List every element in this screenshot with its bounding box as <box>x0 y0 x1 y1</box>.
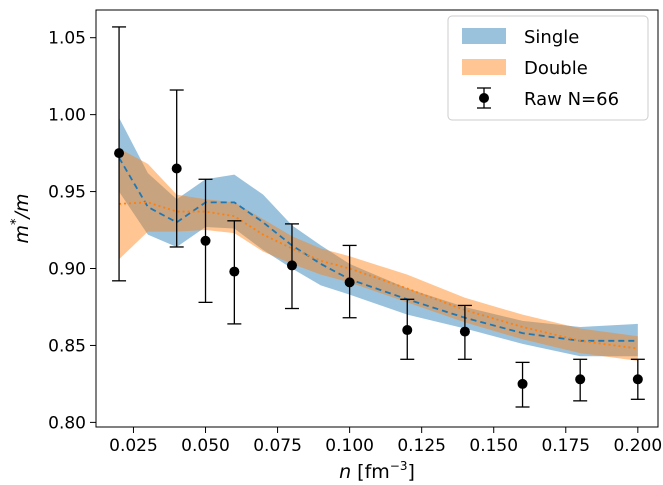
legend-label-0: Single <box>524 27 579 48</box>
data-point-5 <box>344 277 355 288</box>
y-tick-label-4: 1.00 <box>48 106 86 126</box>
data-point-1 <box>171 163 182 174</box>
band-1 <box>119 148 638 361</box>
legend-marker-2 <box>479 93 489 103</box>
band-0 <box>119 117 638 357</box>
x-tick-label-0: 0.025 <box>109 436 158 456</box>
legend-box <box>447 15 649 121</box>
y-tick-label-3: 0.95 <box>48 183 86 203</box>
x-tick-label-4: 0.125 <box>397 436 446 456</box>
x-axis-label: n [fm−3] <box>339 459 415 483</box>
series-line-0 <box>118 157 638 342</box>
x-tick-label-5: 0.150 <box>469 436 518 456</box>
y-axis-ticks: 0.80 0.85 0.90 0.95 1.00 1.05 <box>48 29 96 433</box>
plot-frame <box>95 9 659 428</box>
legend: Single Double Raw N=66 <box>447 15 649 121</box>
x-tick-label-3: 0.100 <box>325 436 374 456</box>
data-point-0 <box>114 148 125 159</box>
y-tick-label-2: 0.90 <box>48 260 86 280</box>
y-tick-label-1: 0.85 <box>48 336 86 356</box>
x-axis-ticks: 0.025 0.050 0.075 0.100 0.125 0.150 0.175 0.200 <box>109 427 662 456</box>
data-point-4 <box>286 260 297 271</box>
data-point-7 <box>459 326 470 337</box>
data-point-8 <box>517 378 528 389</box>
legend-swatch-1 <box>462 59 506 75</box>
data-point-3 <box>229 266 240 277</box>
data-point-10 <box>632 374 643 385</box>
x-tick-label-6: 0.175 <box>541 436 590 456</box>
y-axis-label: m*/m <box>9 194 33 244</box>
data-point-2 <box>200 235 211 246</box>
x-tick-label-7: 0.200 <box>613 436 662 456</box>
raw-errorbars <box>112 26 645 408</box>
legend-label-1: Double <box>524 58 588 79</box>
data-point-9 <box>575 374 586 385</box>
confidence-bands <box>119 117 638 361</box>
data-point-6 <box>402 325 413 336</box>
x-tick-label-1: 0.050 <box>181 436 230 456</box>
legend-swatch-0 <box>462 28 506 44</box>
y-tick-label-0: 0.80 <box>48 413 86 433</box>
legend-label-2: Raw N=66 <box>524 89 619 110</box>
y-tick-label-5: 1.05 <box>48 29 86 49</box>
series-lines <box>118 157 638 350</box>
x-tick-label-2: 0.075 <box>253 436 302 456</box>
